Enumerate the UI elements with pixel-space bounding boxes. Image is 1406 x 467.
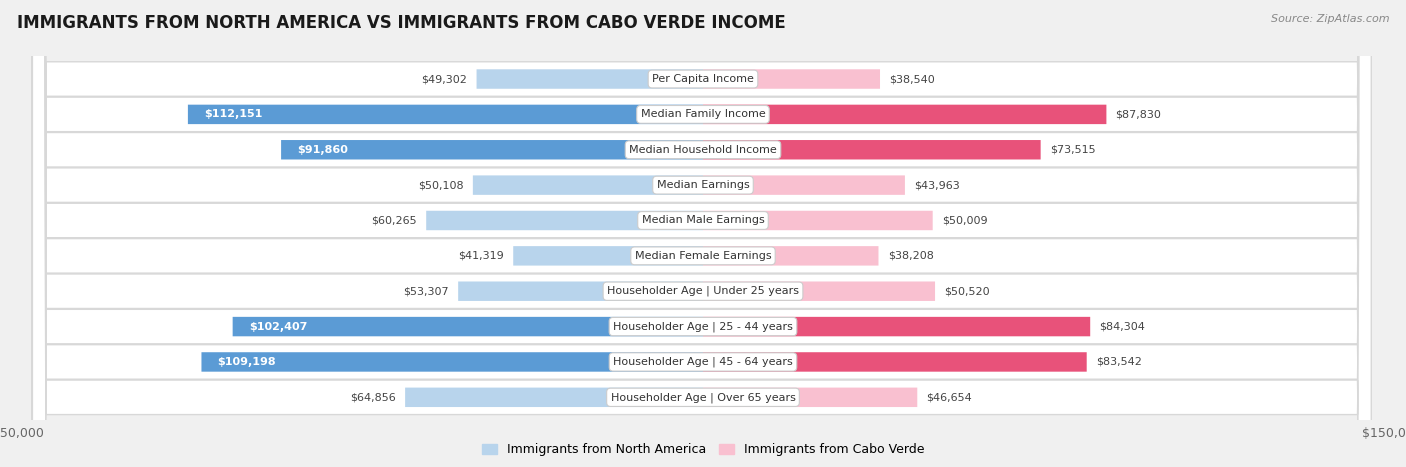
FancyBboxPatch shape (201, 352, 703, 372)
FancyBboxPatch shape (703, 69, 880, 89)
Text: $50,520: $50,520 (945, 286, 990, 296)
Text: Median Earnings: Median Earnings (657, 180, 749, 190)
FancyBboxPatch shape (32, 0, 1371, 467)
Text: Median Household Income: Median Household Income (628, 145, 778, 155)
FancyBboxPatch shape (32, 0, 1371, 467)
Text: $38,540: $38,540 (889, 74, 935, 84)
Text: Householder Age | 25 - 44 years: Householder Age | 25 - 44 years (613, 321, 793, 332)
Text: $46,654: $46,654 (927, 392, 972, 402)
FancyBboxPatch shape (188, 105, 703, 124)
Text: Median Male Earnings: Median Male Earnings (641, 215, 765, 226)
Text: $84,304: $84,304 (1099, 322, 1146, 332)
FancyBboxPatch shape (703, 140, 1040, 160)
FancyBboxPatch shape (32, 0, 1371, 467)
FancyBboxPatch shape (703, 352, 1087, 372)
Text: Median Family Income: Median Family Income (641, 109, 765, 120)
Text: $50,009: $50,009 (942, 215, 987, 226)
FancyBboxPatch shape (232, 317, 703, 336)
Text: $109,198: $109,198 (218, 357, 276, 367)
FancyBboxPatch shape (281, 140, 703, 160)
Text: IMMIGRANTS FROM NORTH AMERICA VS IMMIGRANTS FROM CABO VERDE INCOME: IMMIGRANTS FROM NORTH AMERICA VS IMMIGRA… (17, 14, 786, 32)
Text: Source: ZipAtlas.com: Source: ZipAtlas.com (1271, 14, 1389, 24)
FancyBboxPatch shape (32, 0, 1371, 467)
FancyBboxPatch shape (703, 317, 1090, 336)
FancyBboxPatch shape (32, 0, 1371, 467)
Text: Per Capita Income: Per Capita Income (652, 74, 754, 84)
Text: $91,860: $91,860 (297, 145, 349, 155)
FancyBboxPatch shape (458, 282, 703, 301)
Text: $83,542: $83,542 (1095, 357, 1142, 367)
FancyBboxPatch shape (703, 105, 1107, 124)
FancyBboxPatch shape (32, 0, 1371, 467)
Text: $53,307: $53,307 (404, 286, 449, 296)
Text: Householder Age | Under 25 years: Householder Age | Under 25 years (607, 286, 799, 297)
FancyBboxPatch shape (32, 0, 1371, 467)
FancyBboxPatch shape (703, 246, 879, 266)
Text: $41,319: $41,319 (458, 251, 503, 261)
Text: $38,208: $38,208 (887, 251, 934, 261)
Text: Householder Age | 45 - 64 years: Householder Age | 45 - 64 years (613, 357, 793, 367)
FancyBboxPatch shape (405, 388, 703, 407)
FancyBboxPatch shape (477, 69, 703, 89)
Text: $102,407: $102,407 (249, 322, 307, 332)
FancyBboxPatch shape (426, 211, 703, 230)
Legend: Immigrants from North America, Immigrants from Cabo Verde: Immigrants from North America, Immigrant… (477, 439, 929, 461)
Text: Householder Age | Over 65 years: Householder Age | Over 65 years (610, 392, 796, 403)
Text: $43,963: $43,963 (914, 180, 960, 190)
Text: $87,830: $87,830 (1115, 109, 1161, 120)
FancyBboxPatch shape (32, 0, 1371, 467)
Text: $112,151: $112,151 (204, 109, 263, 120)
FancyBboxPatch shape (703, 211, 932, 230)
Text: Median Female Earnings: Median Female Earnings (634, 251, 772, 261)
Text: $50,108: $50,108 (418, 180, 464, 190)
FancyBboxPatch shape (472, 176, 703, 195)
FancyBboxPatch shape (32, 0, 1371, 467)
FancyBboxPatch shape (703, 282, 935, 301)
Text: $60,265: $60,265 (371, 215, 418, 226)
Text: $49,302: $49,302 (422, 74, 467, 84)
FancyBboxPatch shape (703, 176, 905, 195)
Text: $73,515: $73,515 (1050, 145, 1095, 155)
FancyBboxPatch shape (32, 0, 1371, 467)
Text: $64,856: $64,856 (350, 392, 396, 402)
FancyBboxPatch shape (703, 388, 917, 407)
FancyBboxPatch shape (513, 246, 703, 266)
